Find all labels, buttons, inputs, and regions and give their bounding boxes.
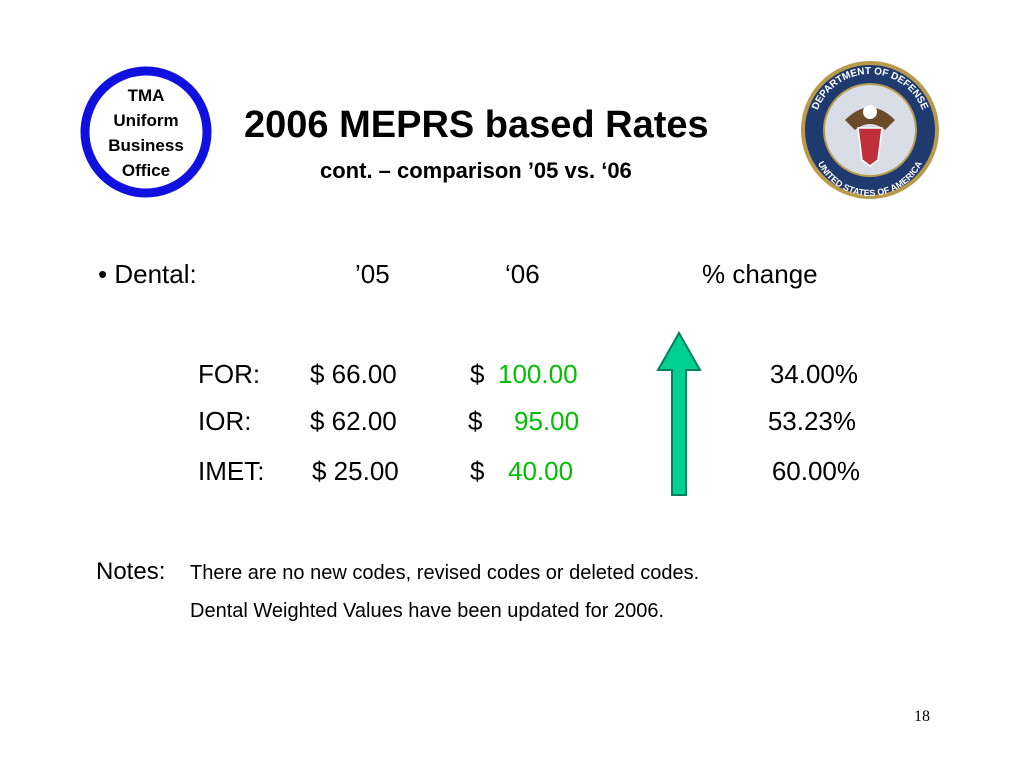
row-label: FOR: [198, 359, 261, 389]
row-label: IMET: [198, 456, 265, 486]
column-header: % change [702, 259, 818, 289]
value-05: $ 25.00 [312, 456, 399, 486]
column-header: ’05 [355, 259, 390, 289]
currency: $ [468, 406, 483, 436]
up-arrow [656, 330, 702, 496]
logo-ring [80, 66, 212, 198]
logo-line: TMA [128, 86, 165, 105]
value-06: 40.00 [508, 456, 574, 486]
value-06: 95.00 [514, 406, 580, 436]
logo-line: Uniform [113, 111, 178, 130]
note-line: Dental Weighted Values have been updated… [190, 600, 665, 622]
change: 34.00% [769, 359, 858, 389]
column-header: ‘06 [505, 259, 540, 289]
change: 60.00% [771, 456, 860, 486]
currency: $ [470, 456, 485, 486]
logo-line: Office [122, 161, 170, 180]
note-line: There are no new codes, revised codes or… [190, 562, 700, 584]
notes-label: Notes: [96, 558, 166, 585]
page-number: 18 [914, 708, 930, 725]
currency: $ [470, 359, 485, 389]
value-05: $ 62.00 [310, 406, 397, 436]
value-06: 100.00 [498, 359, 578, 389]
subtitle: cont. – comparison ’05 vs. ‘06 [320, 158, 632, 183]
value-05: $ 66.00 [310, 359, 397, 389]
seal: DEPARTMENT OF DEFENSE UNITED STATES OF A… [801, 61, 939, 199]
change: 53.23% [767, 406, 856, 436]
column-header: • Dental: [98, 259, 197, 289]
title: 2006 MEPRS based Rates [244, 104, 709, 146]
row-label: IOR: [198, 406, 252, 436]
logo-line: Business [108, 136, 184, 155]
